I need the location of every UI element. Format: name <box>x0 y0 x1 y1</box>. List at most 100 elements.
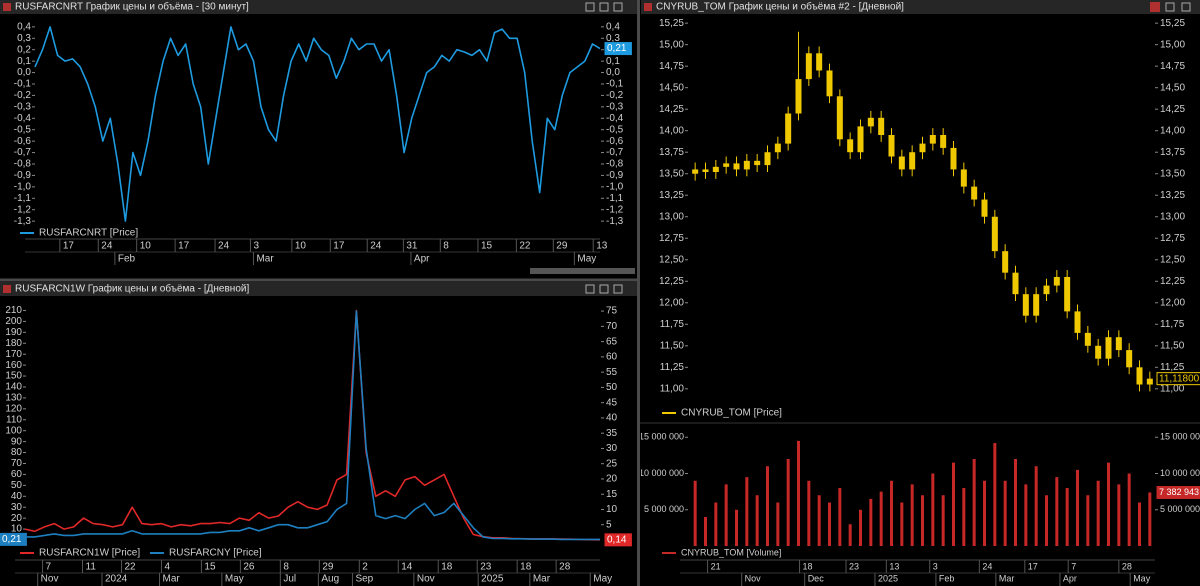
volume-bar <box>910 484 914 546</box>
x-tick-label: May <box>1133 573 1151 583</box>
volume-bar <box>983 480 986 546</box>
volume-bar <box>859 509 862 546</box>
x-tick-label: 26 <box>243 562 255 573</box>
x-tick-label: 15 <box>481 241 493 252</box>
volume-bar <box>1096 480 1100 546</box>
y-tick-label: 11,50 <box>660 340 685 351</box>
link-button[interactable] <box>1150 2 1160 12</box>
x-tick-label: 24 <box>218 241 230 252</box>
y-tick-label: 11,50 <box>1160 340 1185 351</box>
y-tick-label: 70 <box>11 458 23 469</box>
close-button[interactable] <box>1181 2 1191 12</box>
candle-body <box>1074 311 1081 333</box>
maximize-button[interactable] <box>585 284 595 294</box>
x-tick-label: 23 <box>849 561 859 571</box>
x-tick-label: 10 <box>140 241 152 252</box>
maximize-button[interactable] <box>585 2 595 12</box>
candle-body <box>1064 276 1071 312</box>
x-tick-label: 2025 <box>481 574 504 585</box>
candle-body <box>826 70 833 97</box>
scrollbar[interactable] <box>530 268 635 274</box>
y-tick-label: 14,75 <box>1160 61 1185 72</box>
x-tick-label: 18 <box>441 562 453 573</box>
x-tick-label: 14 <box>401 562 413 573</box>
candle-body <box>1033 294 1040 316</box>
y-tick-label: 12,25 <box>1160 276 1185 287</box>
volume-bar <box>724 484 728 546</box>
y-tick-label: -0,6 <box>14 136 32 147</box>
x-tick-label: Mar <box>999 573 1015 583</box>
restore-button[interactable] <box>599 2 609 12</box>
candle-body <box>712 166 719 173</box>
y-tick-label: -1,1 <box>606 193 624 204</box>
x-tick-label: Apr <box>414 254 430 265</box>
candle-body <box>950 147 957 170</box>
candle-body <box>981 199 988 217</box>
window-icon <box>3 285 11 293</box>
volume-bar <box>1024 484 1028 546</box>
x-tick-label: 4 <box>164 562 170 573</box>
last-value-label: 7 382 943 <box>1159 487 1199 497</box>
y-tick-label: 13,00 <box>1160 211 1185 222</box>
y-tick-label: 0,1 <box>606 56 620 67</box>
panel-title-bar[interactable]: RUSFARCN1W График цены и объёма - [Дневн… <box>0 282 637 296</box>
y-tick-label: 160 <box>5 360 22 371</box>
y-tick-label: -0,5 <box>14 124 32 135</box>
candle-body <box>878 117 885 136</box>
candle-body <box>1136 367 1143 385</box>
legend-label: RUSFARCN1W [Price] <box>39 548 140 559</box>
candle-body <box>919 143 926 153</box>
last-value-box <box>0 532 27 546</box>
volume-bar <box>941 495 945 546</box>
candle-body <box>1115 337 1122 351</box>
y-tick-label: 60 <box>11 469 23 480</box>
candle-body <box>1012 272 1019 295</box>
volume-bar <box>869 498 873 546</box>
restore-button[interactable] <box>599 284 609 294</box>
y-tick-label: 12,50 <box>659 254 684 265</box>
volume-bar <box>1065 488 1069 546</box>
candle-body <box>960 169 967 187</box>
title-bar <box>0 0 637 14</box>
y-tick-label: -1,2 <box>606 204 624 215</box>
last-value-box <box>1156 485 1200 499</box>
y-tick-label: 13,50 <box>659 168 684 179</box>
volume-bar <box>972 459 976 546</box>
candle-body <box>1126 350 1133 368</box>
x-tick-label: 28 <box>1122 561 1132 571</box>
y-tick-label: 14,50 <box>1160 82 1185 93</box>
volume-bar <box>838 488 842 546</box>
candle-body <box>1084 332 1091 346</box>
chart: 1020304050607080901001101201301401501601… <box>0 305 632 586</box>
candle-body <box>764 152 771 166</box>
y-tick-label: 13,75 <box>659 147 684 158</box>
restore-button[interactable] <box>1165 2 1175 12</box>
y2-tick-label: 25 <box>606 458 618 469</box>
panel-title-bar[interactable]: RUSFARCNRT График цены и объёма - [30 ми… <box>0 0 637 14</box>
y-tick-label: -0,3 <box>14 101 32 112</box>
y-tick-label: 15 000 000 <box>1160 432 1200 442</box>
volume-bar <box>921 495 924 546</box>
close-button[interactable] <box>613 284 623 294</box>
x-tick-label: 21 <box>711 561 721 571</box>
close-button[interactable] <box>613 2 623 12</box>
x-tick-label: Jul <box>283 574 296 585</box>
candle-body <box>867 117 874 127</box>
volume-bar <box>817 495 821 546</box>
x-tick-label: 24 <box>982 561 992 571</box>
panel-title-bar[interactable]: CNYRUB_TOM График цены и объёма #2 - [Дн… <box>641 0 1200 14</box>
line-series <box>34 26 601 222</box>
x-tick-label: 17 <box>1028 561 1038 571</box>
y-tick-label: 11,75 <box>660 319 685 330</box>
candle-body <box>816 53 823 71</box>
y-tick-label: 150 <box>5 371 22 382</box>
x-tick-label: 8 <box>443 241 449 252</box>
candle-body <box>1146 378 1153 385</box>
candle-body <box>743 160 750 170</box>
x-tick-label: 22 <box>124 562 136 573</box>
candle-body <box>692 169 699 174</box>
candle-body <box>702 169 709 173</box>
candle-body <box>1022 294 1029 316</box>
volume-bar <box>776 502 780 546</box>
